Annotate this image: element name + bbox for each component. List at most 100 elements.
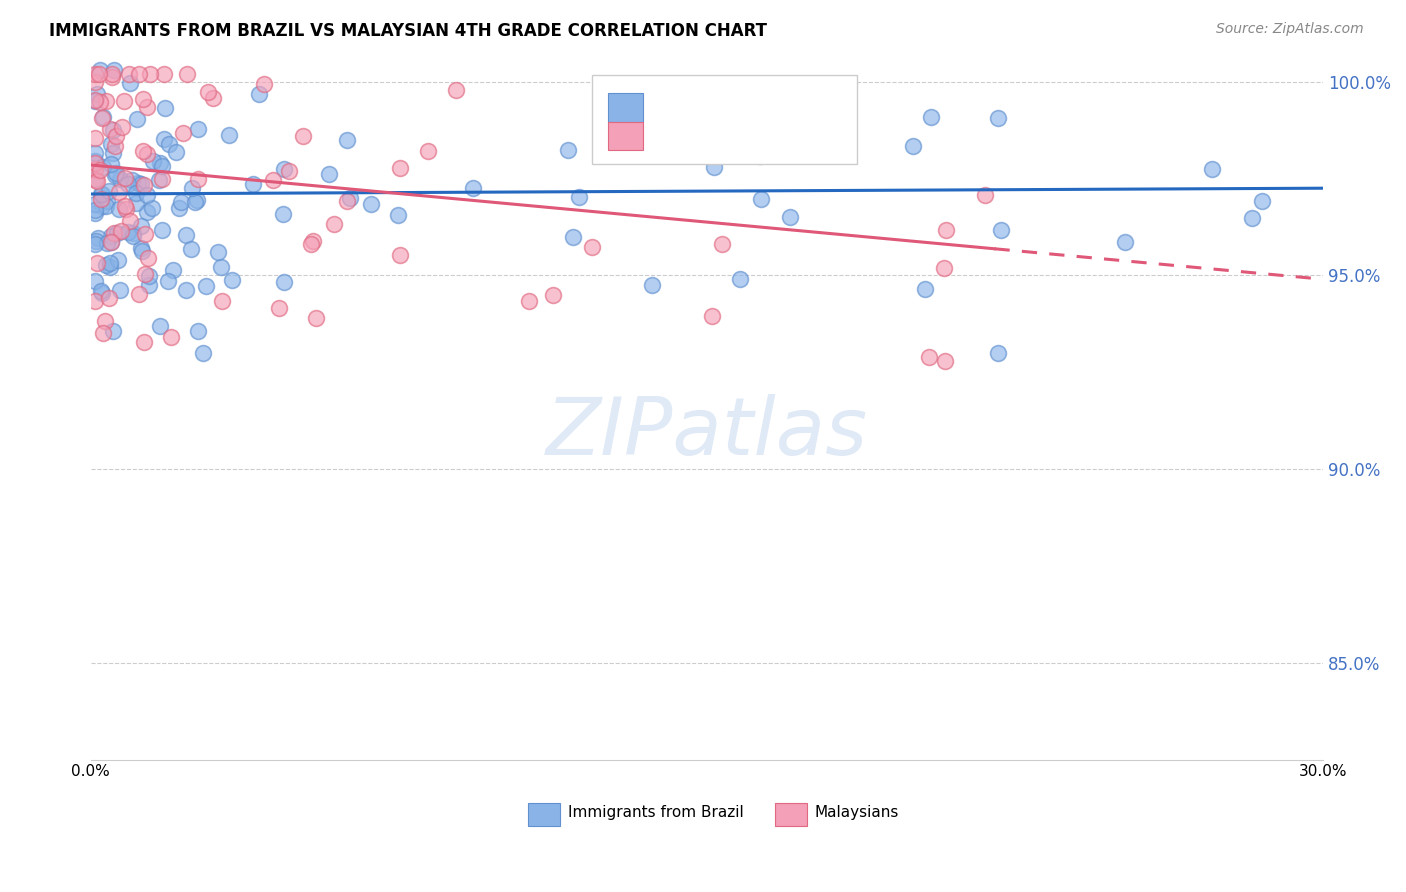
Point — [83, 93, 105, 107]
Point — [974, 188, 997, 202]
Text: Immigrants from Brazil: Immigrants from Brazil — [568, 805, 744, 821]
Point — [180, 242, 202, 256]
Point — [90, 199, 112, 213]
Text: 120: 120 — [801, 98, 839, 116]
Point — [641, 277, 664, 292]
Point — [932, 261, 955, 276]
Point — [139, 67, 162, 81]
Point — [122, 228, 145, 243]
Point — [711, 237, 734, 252]
Point — [128, 67, 150, 81]
Point — [461, 181, 484, 195]
Point — [914, 282, 936, 296]
FancyBboxPatch shape — [775, 803, 807, 825]
Point — [98, 256, 121, 270]
Text: N =: N = — [759, 127, 799, 145]
Point — [152, 132, 174, 146]
Point — [934, 353, 956, 368]
Point — [96, 194, 118, 208]
Point — [149, 319, 172, 334]
Point — [121, 227, 143, 241]
Point — [187, 324, 209, 338]
Text: IMMIGRANTS FROM BRAZIL VS MALAYSIAN 4TH GRADE CORRELATION CHART: IMMIGRANTS FROM BRAZIL VS MALAYSIAN 4TH … — [49, 22, 768, 40]
Point — [183, 194, 205, 209]
Point — [920, 110, 942, 124]
Point — [132, 178, 155, 192]
Point — [987, 112, 1010, 126]
Point — [129, 178, 152, 192]
Text: -0.129: -0.129 — [700, 127, 765, 145]
Point — [160, 330, 183, 344]
Point — [129, 241, 152, 255]
Point — [89, 162, 111, 177]
Point — [98, 122, 121, 136]
Point — [98, 291, 121, 305]
FancyBboxPatch shape — [592, 76, 858, 164]
Point — [97, 184, 120, 198]
Point — [83, 131, 105, 145]
Point — [108, 202, 131, 217]
Point — [702, 310, 724, 324]
Point — [108, 185, 131, 199]
Point — [108, 283, 131, 297]
Point — [339, 191, 361, 205]
Point — [247, 87, 270, 101]
Point — [94, 313, 117, 327]
Point — [89, 95, 111, 109]
Point — [242, 178, 264, 192]
Point — [277, 164, 299, 178]
Point — [101, 70, 124, 84]
Point — [305, 310, 328, 325]
Point — [1241, 211, 1264, 226]
Point — [209, 260, 232, 274]
Point — [211, 294, 233, 309]
Point — [125, 195, 148, 210]
Point — [83, 67, 105, 81]
Point — [176, 67, 198, 81]
Point — [91, 326, 114, 341]
FancyBboxPatch shape — [529, 803, 560, 825]
Point — [105, 226, 128, 240]
Point — [101, 123, 124, 137]
Point — [176, 228, 198, 243]
Point — [91, 111, 114, 125]
Point — [107, 252, 129, 267]
FancyBboxPatch shape — [609, 121, 643, 150]
Point — [103, 63, 125, 78]
Point — [703, 161, 725, 175]
Point — [142, 154, 165, 169]
Point — [170, 194, 193, 209]
Point — [322, 217, 344, 231]
Point — [83, 95, 105, 109]
Point — [94, 199, 117, 213]
Point — [101, 67, 124, 81]
Point — [132, 92, 155, 106]
Point — [162, 263, 184, 277]
Point — [100, 136, 122, 151]
Point — [172, 126, 194, 140]
Point — [83, 156, 105, 170]
Point — [749, 149, 772, 163]
Point — [84, 234, 107, 248]
Point — [86, 87, 108, 102]
Point — [104, 168, 127, 182]
Point — [138, 268, 160, 283]
Point — [117, 178, 139, 192]
Point — [86, 174, 108, 188]
Text: 81: 81 — [801, 127, 827, 145]
Point — [155, 101, 177, 115]
Text: R =: R = — [654, 98, 693, 116]
Point — [138, 277, 160, 292]
Point — [202, 90, 225, 104]
Point — [917, 350, 939, 364]
Text: Source: ZipAtlas.com: Source: ZipAtlas.com — [1216, 22, 1364, 37]
Point — [90, 285, 112, 299]
Point — [360, 197, 382, 211]
Point — [114, 202, 136, 216]
Point — [156, 274, 179, 288]
Point — [131, 244, 153, 258]
Point — [301, 234, 323, 248]
Point — [557, 144, 579, 158]
Point — [187, 172, 209, 186]
Point — [83, 171, 105, 186]
